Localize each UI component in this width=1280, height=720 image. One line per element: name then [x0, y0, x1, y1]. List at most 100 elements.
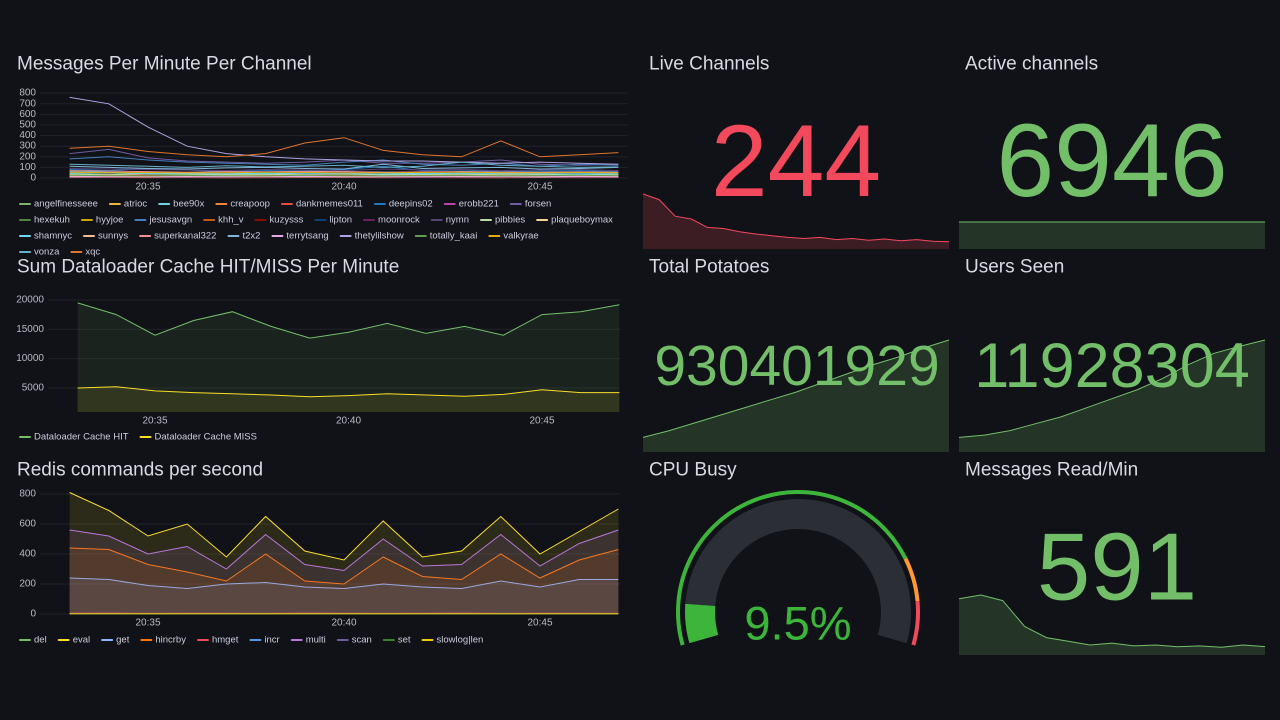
series-line: [69, 156, 619, 167]
legend-label: get: [116, 635, 130, 646]
x-tick-label: 20:35: [135, 618, 160, 629]
x-tick-label: 20:45: [527, 182, 552, 193]
series-line: [69, 161, 619, 168]
sparkline-area: [643, 340, 949, 452]
x-tick-label: 20:35: [135, 182, 160, 193]
threshold-arc: [903, 557, 920, 602]
x-tick-label: 20:40: [331, 618, 356, 629]
panel-title: Active channels: [965, 54, 1098, 75]
y-tick-label: 700: [19, 98, 36, 109]
legend-label: valkyrae: [503, 231, 538, 242]
legend-label: del: [34, 635, 47, 646]
sparkline: [958, 339, 1266, 438]
sparkline-area: [959, 595, 1265, 655]
y-tick-label: 500: [19, 119, 36, 130]
panel-title: Total Potatoes: [649, 257, 769, 278]
y-tick-label: 10000: [16, 353, 44, 364]
area: [69, 492, 619, 614]
x-tick-label: 20:45: [529, 416, 554, 427]
series-line: [69, 172, 619, 175]
y-tick-label: 300: [19, 141, 36, 152]
legend-label: creapoop: [230, 199, 270, 210]
panel-title: Messages Read/Min: [965, 460, 1138, 481]
series-line: [77, 386, 620, 398]
sparkline: [642, 339, 950, 438]
legend-label: xqc: [85, 247, 100, 258]
y-tick-label: 0: [30, 173, 36, 184]
stat-value: 244: [711, 104, 881, 218]
y-tick-label: 5000: [22, 382, 45, 393]
legend-label: bee90x: [173, 199, 204, 210]
series-line: [69, 174, 619, 177]
legend-label: dankmemes011: [296, 199, 363, 210]
y-tick-label: 200: [19, 579, 36, 590]
series-line: [69, 96, 619, 165]
legend-label: superkanal322: [154, 231, 216, 242]
panel-title: CPU Busy: [649, 460, 737, 481]
legend-label: incr: [264, 635, 279, 646]
x-tick-label: 20:45: [527, 618, 552, 629]
legend-label: erobb221: [459, 199, 499, 210]
legend-label: hincrby: [155, 635, 186, 646]
x-tick-label: 20:40: [331, 182, 356, 193]
threshold-arc: [911, 600, 920, 646]
legend-label: t2x2: [242, 231, 260, 242]
legend-label: atrioc: [124, 199, 147, 210]
gauge-track: [685, 498, 911, 644]
legend-label: multi: [306, 635, 326, 646]
area: [77, 386, 620, 412]
panel-title: Redis commands per second: [17, 460, 263, 481]
legend-label: hmget: [212, 635, 239, 646]
legend-label: sunnys: [98, 231, 128, 242]
x-tick-label: 20:35: [142, 416, 167, 427]
sparkline: [642, 193, 950, 243]
legend-label: nymn: [446, 215, 469, 226]
threshold-arc: [676, 490, 908, 646]
legend-label: deepins02: [389, 199, 433, 210]
series-line: [69, 547, 619, 585]
series-line: [77, 302, 620, 339]
legend-label: pibbies: [495, 215, 525, 226]
legend-label: hexekuh: [34, 215, 70, 226]
gauge-value: [685, 603, 719, 644]
legend-label: angelfinesseee: [34, 199, 98, 210]
stat-value: 591: [1037, 514, 1197, 621]
y-tick-label: 800: [19, 489, 36, 500]
legend-label: plaqueboymax: [551, 215, 613, 226]
series-line: [69, 163, 619, 170]
area: [69, 548, 619, 614]
series-line: [69, 168, 619, 172]
legend-label: thetylilshow: [355, 231, 404, 242]
y-tick-label: 400: [19, 549, 36, 560]
legend-label: terrytsang: [286, 231, 328, 242]
legend-label: scan: [352, 635, 372, 646]
x-tick-label: 20:40: [336, 416, 361, 427]
stat-value: 930401929: [654, 334, 939, 398]
series-line: [69, 529, 619, 572]
legend-label: Dataloader Cache HIT: [34, 432, 129, 443]
legend-label: kuzysss: [270, 215, 304, 226]
y-tick-label: 800: [19, 88, 36, 99]
legend-label: slowlog|len: [437, 635, 484, 646]
series-line: [69, 492, 619, 561]
panel-title: Live Channels: [649, 54, 769, 75]
gauge-label: 9.5%: [744, 597, 851, 650]
y-tick-label: 400: [19, 130, 36, 141]
legend-label: jesusavgn: [148, 215, 192, 226]
y-tick-label: 0: [30, 609, 36, 620]
legend-label: Dataloader Cache MISS: [155, 432, 257, 443]
legend-label: shamnyc: [34, 231, 72, 242]
legend-label: hyyjoe: [96, 215, 123, 226]
panel-title: Messages Per Minute Per Channel: [17, 54, 312, 75]
area: [69, 578, 619, 614]
stat-value: 6946: [996, 103, 1227, 219]
legend-label: eval: [73, 635, 90, 646]
y-tick-label: 200: [19, 151, 36, 162]
sparkline-area: [959, 222, 1265, 249]
series-line: [69, 137, 619, 158]
legend-label: khh_v: [218, 215, 244, 226]
area: [69, 530, 619, 614]
series-line: [69, 170, 619, 173]
